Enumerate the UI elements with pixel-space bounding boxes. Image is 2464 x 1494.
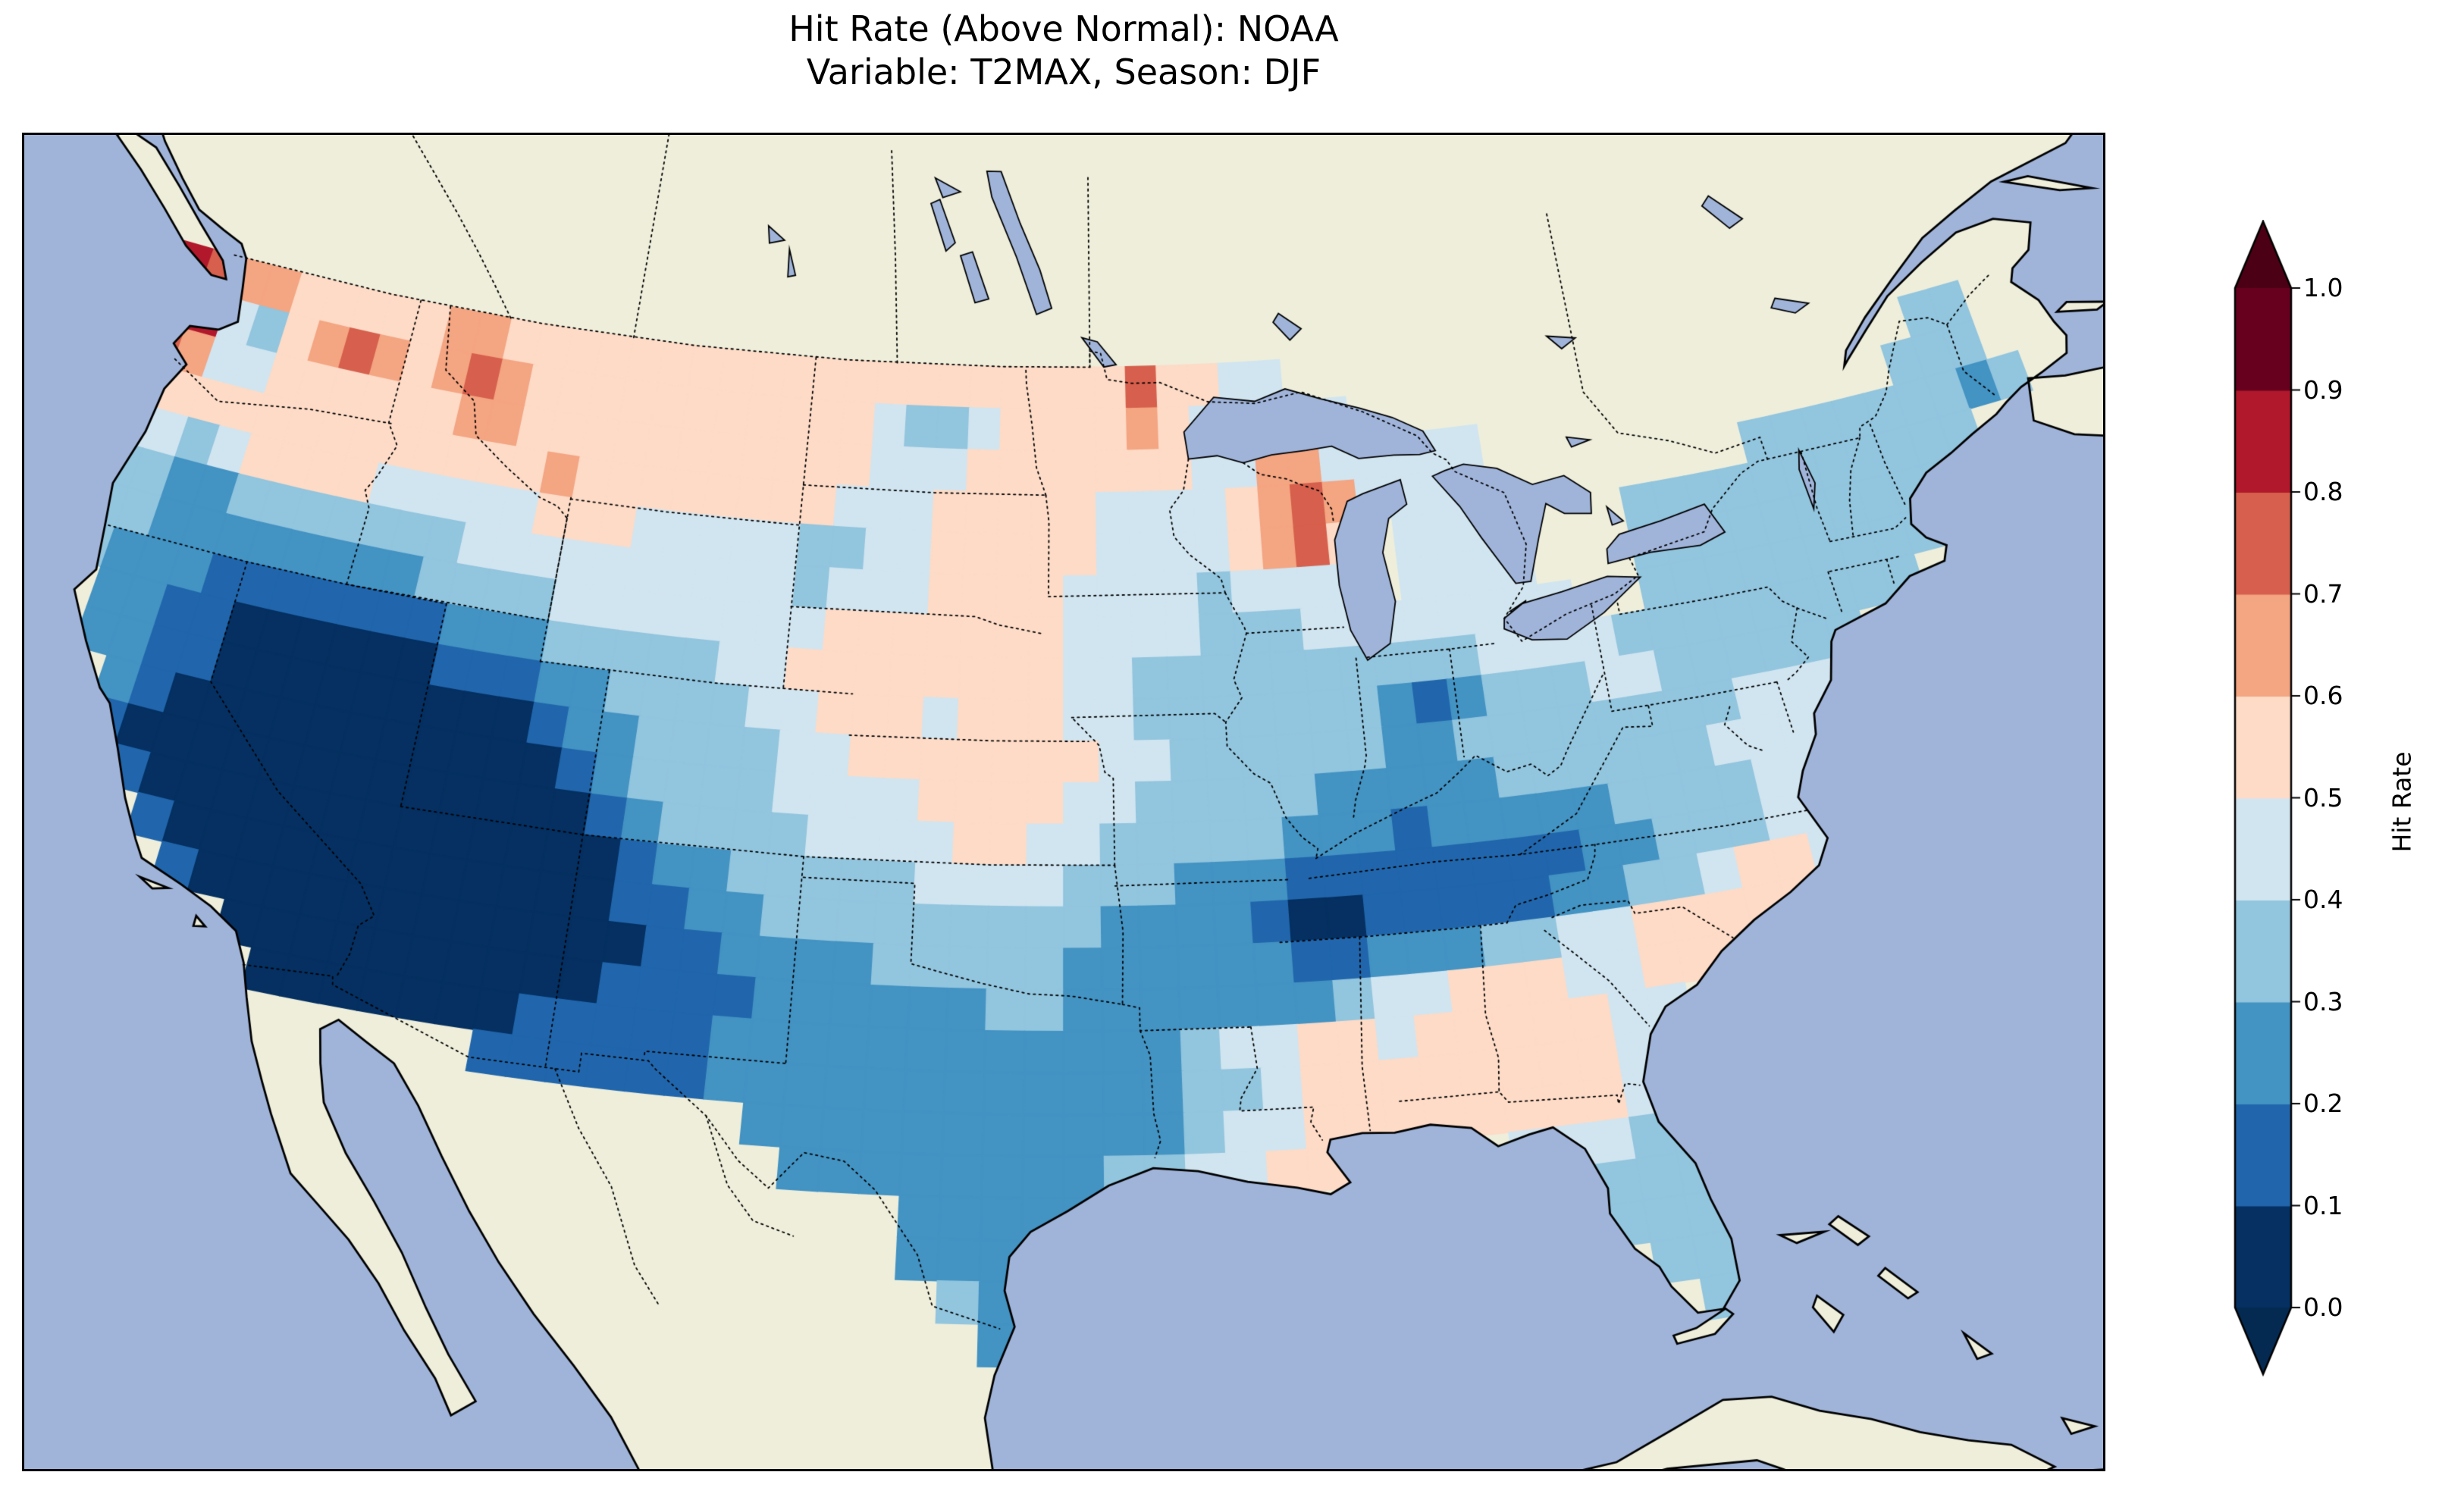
chart-title-line2: Variable: T2MAX, Season: DJF bbox=[806, 52, 1321, 92]
chart-title-line1: Hit Rate (Above Normal): NOAA bbox=[788, 8, 1339, 49]
colorbar-tick-label: 0.5 bbox=[2303, 782, 2343, 813]
colorbar-label: Hit Rate bbox=[2387, 751, 2417, 853]
chart-title: Hit Rate (Above Normal): NOAA Variable: … bbox=[24, 8, 2103, 94]
colorbar-tick-label: 0.8 bbox=[2303, 477, 2343, 506]
colorbar-tick-label: 0.2 bbox=[2303, 1088, 2343, 1118]
colorbar-tick-label: 0.0 bbox=[2303, 1292, 2343, 1322]
map-canvas bbox=[22, 133, 2105, 1471]
colorbar-tick-label: 0.3 bbox=[2303, 986, 2343, 1016]
colorbar-tick-label: 0.9 bbox=[2303, 374, 2343, 405]
colorbar-tick-label: 0.7 bbox=[2303, 578, 2343, 609]
colorbar-tick-label: 0.4 bbox=[2303, 885, 2343, 914]
colorbar-tick-label: 0.1 bbox=[2303, 1190, 2343, 1220]
colorbar-tick-label: 1.0 bbox=[2303, 273, 2343, 302]
colorbar-canvas bbox=[2234, 220, 2309, 1380]
colorbar-tick-label: 0.6 bbox=[2303, 681, 2343, 710]
